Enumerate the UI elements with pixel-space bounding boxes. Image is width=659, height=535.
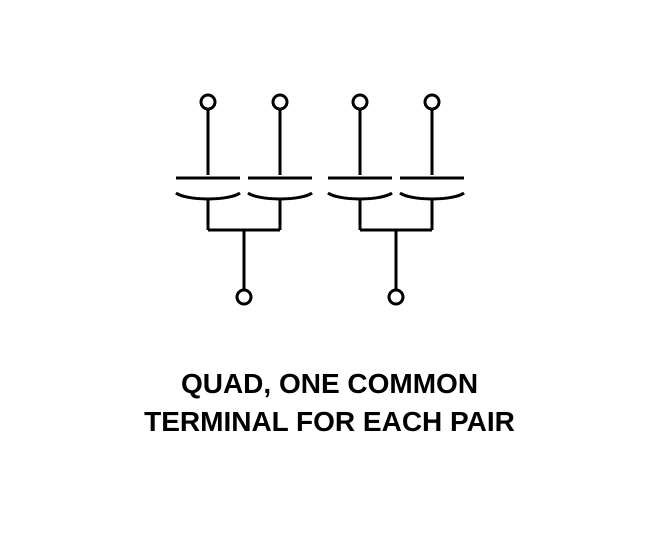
capacitor-schematic: QUAD, ONE COMMON TERMINAL FOR EACH PAIR bbox=[0, 0, 659, 530]
caption-line-2: TERMINAL FOR EACH PAIR bbox=[0, 406, 659, 438]
left-pair bbox=[176, 95, 312, 304]
caption-line-1: QUAD, ONE COMMON bbox=[0, 368, 659, 400]
schematic-svg bbox=[0, 0, 659, 530]
right-pair bbox=[328, 95, 464, 304]
